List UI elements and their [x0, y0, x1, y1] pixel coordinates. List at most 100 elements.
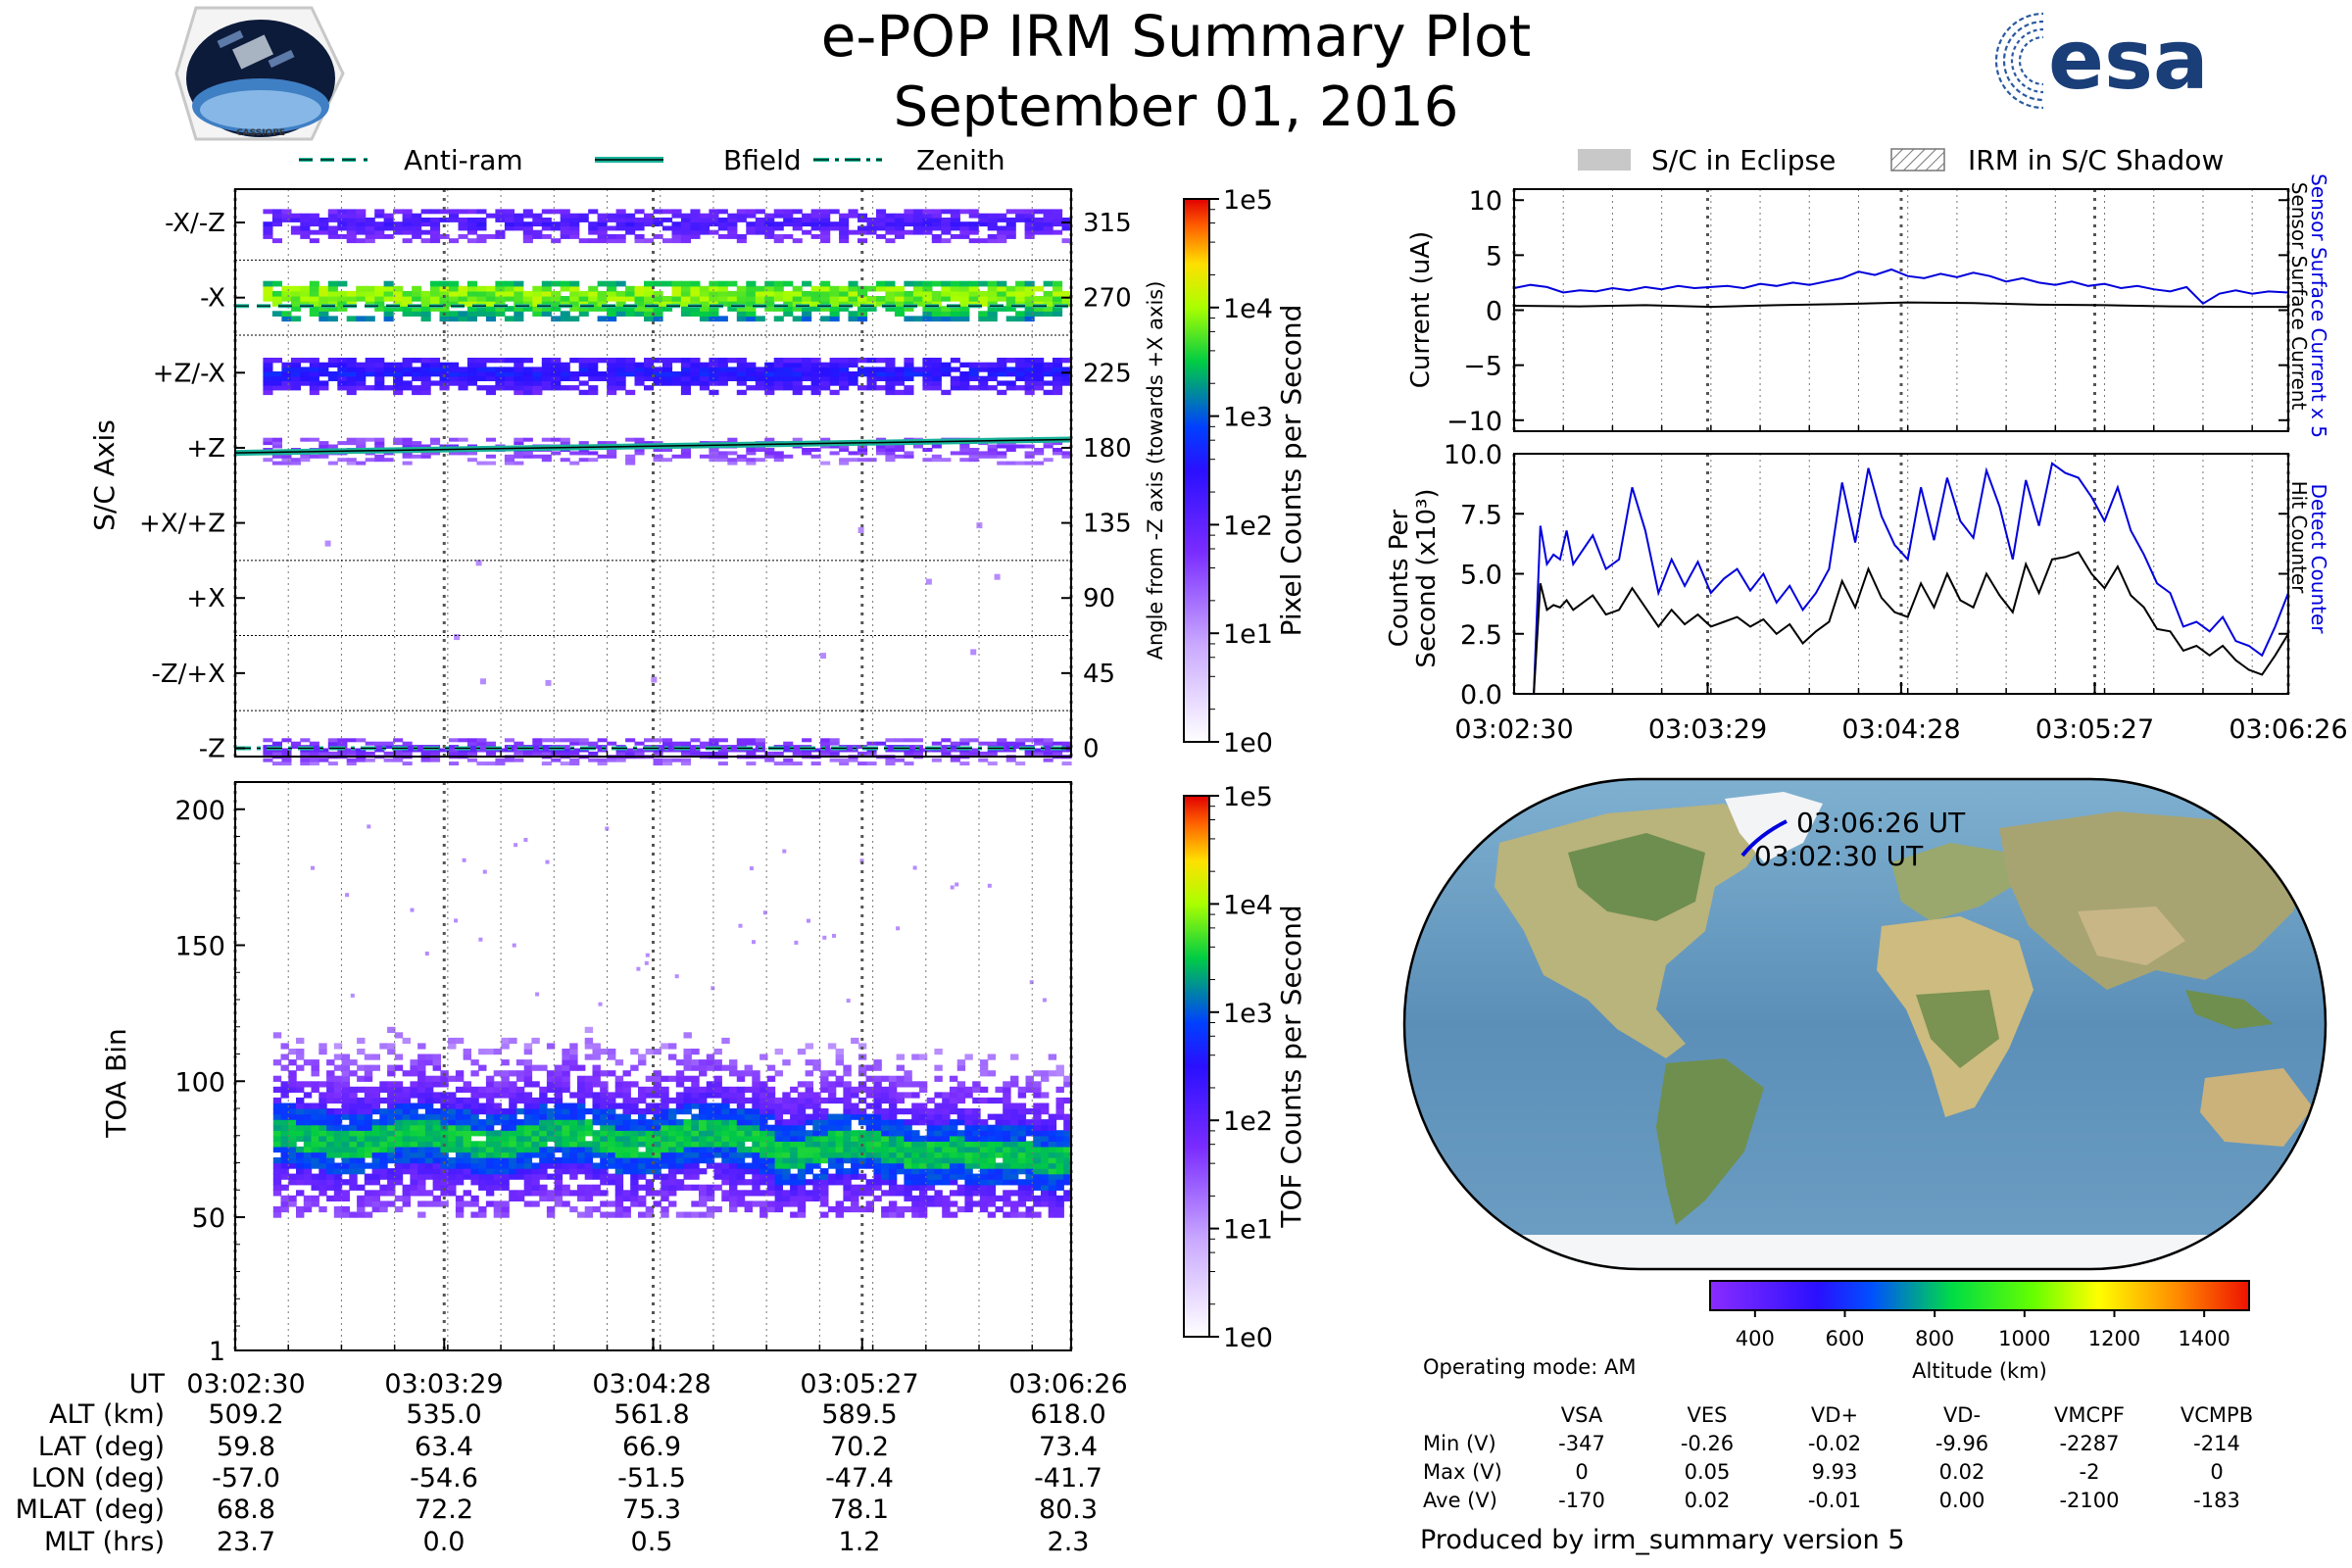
esa-logo: esa [1994, 10, 2209, 112]
heatmap-cell [1015, 301, 1026, 307]
toa-cell [1048, 1190, 1057, 1197]
heatmap-cell [717, 371, 728, 377]
heatmap-cell [858, 458, 868, 463]
toa-cell [341, 1113, 350, 1120]
toa-cell [371, 1141, 380, 1148]
heatmap-cell [541, 209, 552, 215]
heatmap-cell [671, 741, 682, 746]
toa-cell [881, 1146, 890, 1153]
heatmap-cell [764, 758, 775, 762]
heatmap-cell [607, 448, 617, 452]
toa-cell [531, 1168, 540, 1175]
toa-cell [539, 1119, 548, 1126]
toa-cell [577, 1162, 586, 1169]
toa-cell [1055, 1152, 1064, 1158]
toa-cell [622, 1070, 631, 1077]
heatmap-cell [690, 375, 701, 381]
heatmap-cell [300, 229, 311, 235]
toa-cell [1055, 1097, 1064, 1104]
heatmap-cell [1043, 380, 1054, 386]
toa-cell [964, 1162, 973, 1169]
heatmap-cell [522, 229, 533, 235]
toa-cell [1010, 1200, 1019, 1207]
toa-cell [805, 1092, 813, 1099]
heatmap-cell [271, 751, 282, 756]
heatmap-cell [885, 454, 896, 459]
legend-eclipse-swatch [1578, 149, 1631, 171]
heatmap-cell [439, 748, 450, 753]
toa-cell [562, 1070, 570, 1077]
heatmap-cell [318, 290, 329, 297]
toa-cell [721, 1141, 730, 1148]
toa-speck [311, 865, 315, 870]
toa-cell [326, 1070, 335, 1077]
toa-cell [683, 1162, 692, 1169]
heatmap-cell [532, 748, 543, 753]
heatmap-cell [968, 296, 979, 302]
pixel-colorbar-label: Pixel Counts per Second [1275, 305, 1307, 637]
toa-cell [942, 1135, 951, 1142]
toa-cell [311, 1157, 319, 1164]
toa-cell [455, 1205, 465, 1213]
toa-cell [523, 1173, 533, 1180]
heatmap-cell [271, 371, 282, 377]
toa-cell [827, 1124, 837, 1131]
toa-cell [280, 1064, 289, 1071]
toa-cell [736, 1162, 746, 1169]
toa-cell [341, 1124, 350, 1131]
heatmap-cell [466, 238, 477, 244]
toa-cell [873, 1162, 882, 1169]
heatmap-cell [541, 280, 552, 287]
heatmap-cell [290, 225, 301, 231]
toa-cell [364, 1070, 373, 1077]
toa-cell [394, 1119, 404, 1126]
heatmap-cell [1061, 371, 1072, 377]
toa-cell [410, 1184, 418, 1191]
toa-cell [614, 1152, 624, 1158]
heatmap-cell [709, 448, 719, 452]
toa-cell [333, 1097, 343, 1104]
toa-cell [766, 1152, 776, 1158]
toa-cell [668, 1113, 677, 1120]
heatmap-cell [680, 213, 691, 219]
toa-cell [668, 1168, 677, 1175]
heatmap-cell [346, 441, 357, 446]
heatmap-cell [290, 375, 301, 381]
heatmap-cell [318, 751, 329, 756]
heatmap-cell [337, 234, 348, 239]
heatmap-cell [839, 285, 850, 292]
toa-cell [904, 1184, 912, 1191]
ephemeris-value: 03:05:27 [800, 1369, 918, 1399]
toa-cell [904, 1135, 912, 1142]
toa-cell [1048, 1130, 1057, 1137]
toa-cell [1025, 1141, 1034, 1148]
heatmap-cell [309, 285, 319, 292]
heatmap-cell [271, 358, 282, 364]
heatmap-cell [1043, 301, 1054, 307]
heatmap-speck [970, 649, 977, 656]
heatmap-cell [514, 290, 524, 297]
heatmap-cell [383, 745, 394, 750]
toa-cell [478, 1168, 487, 1175]
toa-cell [1041, 1168, 1050, 1175]
heatmap-cell [1061, 221, 1072, 227]
heatmap-cell [485, 285, 496, 292]
heatmap-cell [281, 761, 292, 766]
toa-cell [911, 1141, 920, 1148]
toa-cell [318, 1168, 327, 1175]
toa-cell [1017, 1141, 1027, 1148]
heatmap-cell [941, 362, 952, 368]
heatmap-cell [783, 758, 794, 762]
heatmap-cell [551, 738, 562, 743]
toa-cell [699, 1097, 708, 1104]
toa-cell [531, 1146, 540, 1153]
heatmap-cell [1053, 358, 1063, 364]
heatmap-cell [885, 229, 896, 235]
toa-cell [614, 1081, 624, 1088]
toa-cell [577, 1086, 586, 1093]
toa-cell [926, 1179, 936, 1186]
toa-cell [782, 1168, 791, 1175]
toa-cell [272, 1190, 282, 1197]
toa-cell [790, 1200, 799, 1207]
heatmap-cell [858, 751, 868, 756]
